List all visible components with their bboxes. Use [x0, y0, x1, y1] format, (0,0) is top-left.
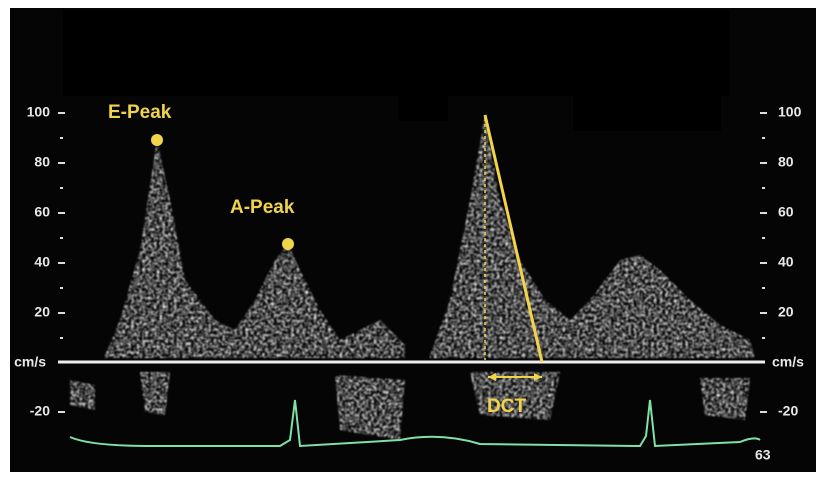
scale-label: 40	[34, 254, 50, 270]
redaction-box	[63, 10, 730, 96]
scale-label: 100	[778, 104, 802, 120]
e-peak-dot	[151, 134, 163, 146]
scale-label: 80	[34, 154, 50, 170]
page: E-Peak A-Peak DCT 63 100 80 60 40 20 cm/s -20 1…	[0, 0, 826, 479]
scale-label: 20	[778, 304, 794, 320]
redaction-box	[573, 95, 721, 131]
a-peak-dot	[282, 238, 294, 250]
scale-label: 40	[778, 254, 794, 270]
scale-label: -20	[30, 403, 50, 419]
scale-label: 20	[34, 304, 50, 320]
heart-rate: 63	[755, 447, 771, 463]
scale-label: 60	[778, 204, 794, 220]
scale-label: 60	[34, 204, 50, 220]
redaction-box	[398, 95, 448, 121]
doppler-image: E-Peak A-Peak DCT 63 100 80 60 40 20 cm/s -20 1…	[0, 0, 826, 479]
scale-label: 80	[778, 154, 794, 170]
scale-label: -20	[778, 403, 798, 419]
scale-label: 100	[27, 104, 51, 120]
dct-label: DCT	[487, 396, 526, 417]
scale-unit: cm/s	[772, 354, 804, 370]
e-peak-label: E-Peak	[108, 102, 172, 123]
a-peak-label: A-Peak	[230, 197, 295, 218]
scale-unit: cm/s	[14, 354, 46, 370]
